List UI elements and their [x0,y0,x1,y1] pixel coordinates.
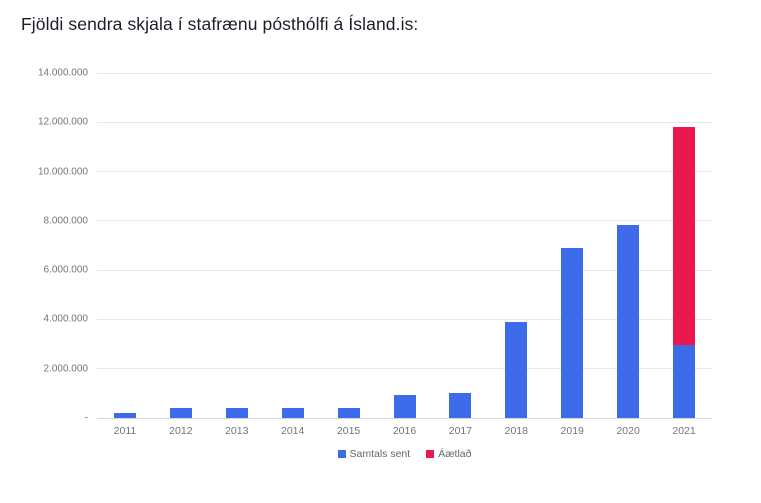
bar-2011 [113,413,136,418]
chart-title: Fjöldi sendra skjala í stafrænu pósthólf… [21,14,419,34]
plot-area: - 2.000.000 4.000.000 6.000.000 8.000.000 10.… [38,68,712,437]
legend-label: Áætlað [438,448,472,460]
x-axis-label-2019: 2019 [560,425,584,437]
bar-segment-samtals-sent-2019 [561,247,584,418]
y-axis-label: 14.000.000 [37,67,88,79]
gridline [97,318,712,320]
bar-2017 [449,393,472,418]
bar-segment-samtals-sent-2014 [281,408,304,418]
bar-2021 [673,127,696,418]
legend-label: Samtals sent [349,448,411,460]
bar-2018 [505,321,528,418]
bar-2019 [561,247,584,418]
x-axis-line [97,417,712,419]
bar-segment-samtals-sent-2021 [673,345,696,418]
bar-segment-samtals-sent-2020 [617,224,640,418]
x-axis-label-2020: 2020 [616,425,640,437]
bar-segment-samtals-sent-2013 [225,408,248,418]
legend-swatch-icon [426,450,435,458]
gridline [97,269,712,271]
gridline [97,368,712,370]
x-axis-label-2011: 2011 [113,425,137,437]
bar-segment-tla-2021 [673,127,696,346]
legend-swatch-icon [337,450,346,458]
y-axis-label: - [84,412,88,424]
bar-segment-samtals-sent-2016 [393,394,416,418]
y-axis-label: 2.000.000 [43,363,89,375]
gridline [97,171,712,173]
y-axis-label: 6.000.000 [43,264,89,276]
bar-2012 [169,408,192,418]
y-axis-label: 10.000.000 [37,166,88,178]
bar-2015 [337,408,360,418]
bar-segment-samtals-sent-2011 [113,413,136,418]
x-axis-label-2012: 2012 [169,425,193,437]
bar-2013 [225,408,248,418]
gridline [97,121,712,123]
x-axis-label-2016: 2016 [392,425,417,437]
x-axis-label-2015: 2015 [336,425,361,437]
y-axis-label: 4.000.000 [43,313,89,325]
bar-2020 [617,224,640,418]
x-axis-label-2017: 2017 [448,425,473,437]
x-axis-label-2014: 2014 [280,425,305,437]
gridline [97,72,712,74]
x-axis-label-2021: 2021 [672,425,696,437]
legend-item-samtals-sent: Samtals sent [337,448,411,460]
gridline [97,220,712,222]
x-axis-label-2018: 2018 [504,425,528,437]
bar-2014 [281,408,304,418]
legend: Samtals sent Áætlað [97,448,712,460]
bar-segment-samtals-sent-2018 [505,321,528,418]
bar-segment-samtals-sent-2015 [337,408,360,418]
bar-2016 [393,394,416,418]
y-axis-label: 8.000.000 [43,215,89,227]
x-axis-label-2013: 2013 [225,425,249,437]
y-axis-label: 12.000.000 [37,116,88,128]
bar-segment-samtals-sent-2012 [169,408,192,418]
bar-segment-samtals-sent-2017 [449,393,472,418]
legend-item-tla: Áætlað [426,448,471,460]
